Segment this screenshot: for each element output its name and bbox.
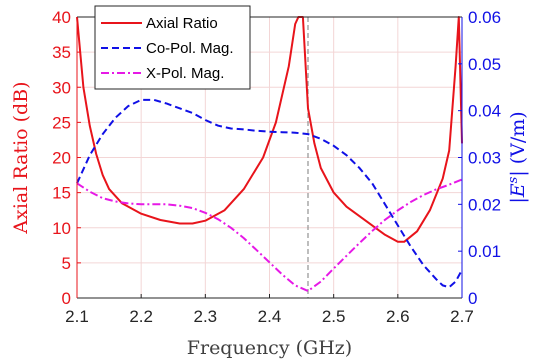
x-tick-label: 2.5 <box>322 307 346 326</box>
legend: Axial Ratio Co-Pol. Mag. X-Pol. Mag. <box>94 5 251 90</box>
series-layer <box>76 16 463 292</box>
y-right-tick-label: 0.01 <box>468 242 501 261</box>
y-right-tick-label: 0 <box>468 289 477 308</box>
tick-labels: 2.1 2.2 2.3 2.4 2.5 2.6 2.7051015202530354000.… <box>52 8 501 326</box>
y-right-tick-label: 0.05 <box>468 55 501 74</box>
left-axis-label: Axial Ratio (dB) <box>10 81 32 234</box>
x-tick-label: 2.6 <box>386 307 410 326</box>
legend-label-x-pol: X-Pol. Mag. <box>146 65 224 82</box>
x-axis-label: Frequency (GHz) <box>187 337 352 359</box>
x-tick-label: 2.7 <box>450 307 474 326</box>
y-right-tick-label: 0.03 <box>468 149 501 168</box>
x-tick-label: 2.1 <box>65 307 89 326</box>
series-axial-ratio <box>76 16 463 243</box>
series-co-pol-mag <box>76 98 463 289</box>
x-tick-label: 2.4 <box>258 307 282 326</box>
y-right-tick-label: 0.06 <box>468 8 501 27</box>
y-left-tick-label: 40 <box>52 8 71 27</box>
right-axis-label-e: E <box>507 183 529 198</box>
y-left-tick-label: 25 <box>52 113 71 132</box>
y-left-tick-label: 15 <box>52 184 71 203</box>
right-axis-label-bar: | <box>507 197 529 203</box>
right-axis-label: |Es| (V/m) <box>506 111 529 203</box>
series-x-pol-mag <box>76 178 463 292</box>
y-left-tick-label: 0 <box>62 289 71 308</box>
y-left-tick-label: 5 <box>62 254 71 273</box>
y-right-tick-label: 0.02 <box>468 195 501 214</box>
y-left-tick-label: 30 <box>52 78 71 97</box>
legend-box <box>94 5 251 90</box>
right-axis-label-unit: | (V/m) <box>507 111 529 176</box>
x-tick-label: 2.3 <box>194 307 218 326</box>
legend-label-axial-ratio: Axial Ratio <box>146 15 218 32</box>
y-left-tick-label: 35 <box>52 43 71 62</box>
x-tick-label: 2.2 <box>129 307 153 326</box>
y-left-tick-label: 20 <box>52 149 71 168</box>
legend-label-co-pol: Co-Pol. Mag. <box>146 40 234 57</box>
y-right-tick-label: 0.04 <box>468 102 501 121</box>
right-axis-label-sup: s <box>506 176 521 183</box>
y-left-tick-label: 10 <box>52 219 71 238</box>
